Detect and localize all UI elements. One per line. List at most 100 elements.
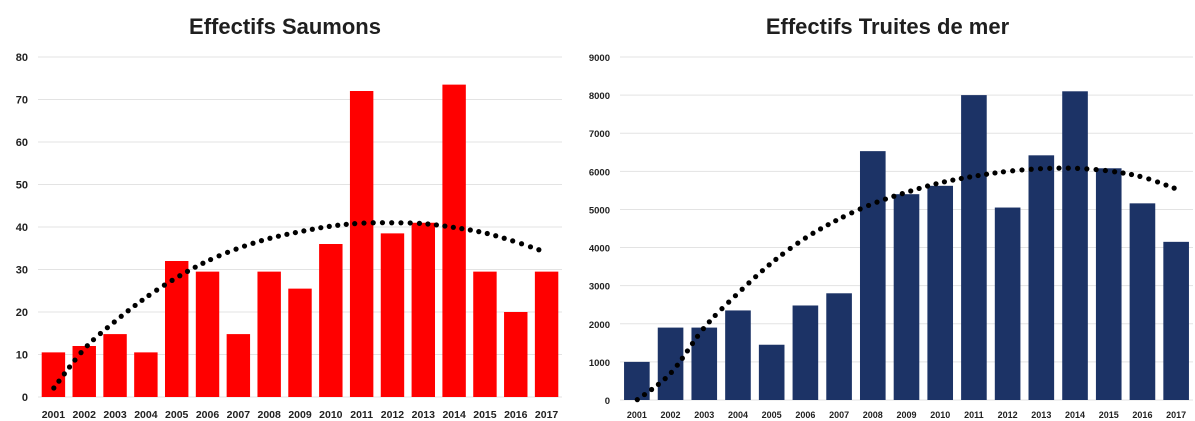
y-tick-label: 70 (16, 95, 28, 107)
bar-2014 (1062, 91, 1088, 401)
trend-dot (501, 235, 507, 241)
x-tick-label: 2009 (288, 409, 312, 421)
bar-2013 (1028, 155, 1055, 400)
trend-dot (1019, 167, 1025, 173)
y-tick-label: 30 (16, 265, 28, 277)
trend-dot (370, 220, 376, 226)
x-tick-label: 2013 (1031, 410, 1051, 420)
trend-dot (361, 220, 367, 226)
x-tick-label: 2003 (103, 409, 127, 421)
trend-dot (1047, 165, 1053, 171)
trend-dot (450, 224, 456, 230)
trend-dot (810, 230, 816, 236)
trend-dot (84, 343, 90, 349)
trend-dot (518, 241, 525, 247)
bar-2016 (504, 312, 528, 397)
trend-dot (292, 229, 298, 236)
trend-dot (379, 220, 386, 226)
x-tick-label: 2016 (1132, 410, 1152, 420)
x-tick-label: 2006 (795, 410, 815, 420)
bar-2008 (859, 151, 886, 400)
trend-dot (318, 225, 324, 231)
trend-dot (224, 249, 231, 255)
x-tick-label: 2012 (381, 409, 405, 421)
trend-dot (66, 364, 73, 370)
trend-dot (51, 385, 57, 391)
trend-dot (1137, 173, 1143, 180)
trend-dot (78, 350, 84, 356)
trendline (51, 220, 542, 391)
trend-dot (476, 229, 482, 235)
bar-2002 (657, 327, 684, 400)
trend-dot (493, 233, 499, 239)
x-tick-label: 2015 (1099, 410, 1119, 420)
y-tick-label: 60 (16, 137, 28, 149)
y-tick-label: 4000 (589, 244, 610, 255)
x-tick-label: 2017 (535, 409, 559, 421)
x-tick-label: 2008 (257, 409, 281, 421)
trend-dot (924, 183, 931, 189)
bar-2007 (826, 293, 852, 400)
y-tick-label: 40 (16, 222, 28, 234)
x-tick-label: 2007 (829, 410, 849, 420)
trend-dot (326, 223, 332, 229)
trend-dot (61, 371, 67, 377)
x-tick-label: 2003 (694, 410, 714, 420)
x-tick-label: 2013 (412, 409, 436, 421)
y-tick-label: 2000 (589, 320, 610, 331)
chart-title: Effectifs Truites de mer (765, 14, 1010, 39)
x-tick-label: 2009 (896, 410, 916, 420)
trend-dot (684, 348, 691, 354)
trend-dot (992, 170, 998, 176)
trend-dot (1037, 166, 1044, 172)
bar-2010 (927, 185, 954, 400)
trend-dot (759, 268, 766, 274)
trend-dot (950, 177, 956, 183)
chart-saumons-plot: 0 10 20 30 40 50 60 70 80 2001 2002 2003 2004 2005 200… (16, 52, 562, 421)
x-tick-label: 2004 (134, 409, 158, 421)
trend-dot (712, 312, 718, 319)
trend-dot (857, 206, 863, 212)
x-tick-label: 2001 (627, 410, 647, 420)
bar-2014 (442, 84, 466, 397)
trend-dot (840, 214, 846, 220)
trend-dot (674, 362, 680, 368)
x-tick-label: 2010 (930, 410, 950, 420)
trend-dot (908, 188, 914, 194)
x-tick-label: 2007 (227, 409, 251, 421)
trend-dot (1028, 166, 1034, 172)
trend-dot (398, 220, 404, 226)
trend-dot (817, 226, 824, 232)
y-tick-label: 8000 (589, 91, 610, 102)
trend-dot (407, 220, 413, 226)
bar-2008 (257, 271, 281, 397)
trend-dot (90, 337, 97, 343)
trend-dot (146, 292, 152, 298)
trend-dot (1146, 176, 1152, 182)
x-tick-label: 2001 (42, 409, 66, 421)
trend-dot (1128, 171, 1135, 178)
bar-2005 (758, 344, 785, 400)
trend-dot (1074, 165, 1081, 171)
bar-2017 (1163, 241, 1189, 400)
x-tick-label: 2014 (442, 409, 466, 421)
trend-dot (1093, 166, 1099, 173)
trend-dot (267, 235, 273, 241)
trend-dot (104, 325, 110, 331)
trend-dot (983, 171, 990, 177)
trend-dot (352, 221, 358, 227)
bar-2004 (725, 310, 751, 400)
bar-2006 (195, 271, 220, 397)
trend-dot (56, 378, 62, 384)
trend-dot (177, 273, 183, 279)
y-tick-label: 7000 (589, 129, 610, 140)
bar-2015 (1095, 168, 1122, 400)
x-tick-label: 2010 (319, 409, 343, 421)
trend-dot (689, 340, 696, 347)
y-tick-label: 9000 (589, 53, 610, 64)
trend-dot (208, 256, 214, 263)
x-tick-label: 2006 (196, 409, 220, 421)
trend-dot (139, 297, 145, 303)
trend-dot (849, 210, 855, 216)
y-tick-label: 5000 (589, 205, 610, 216)
